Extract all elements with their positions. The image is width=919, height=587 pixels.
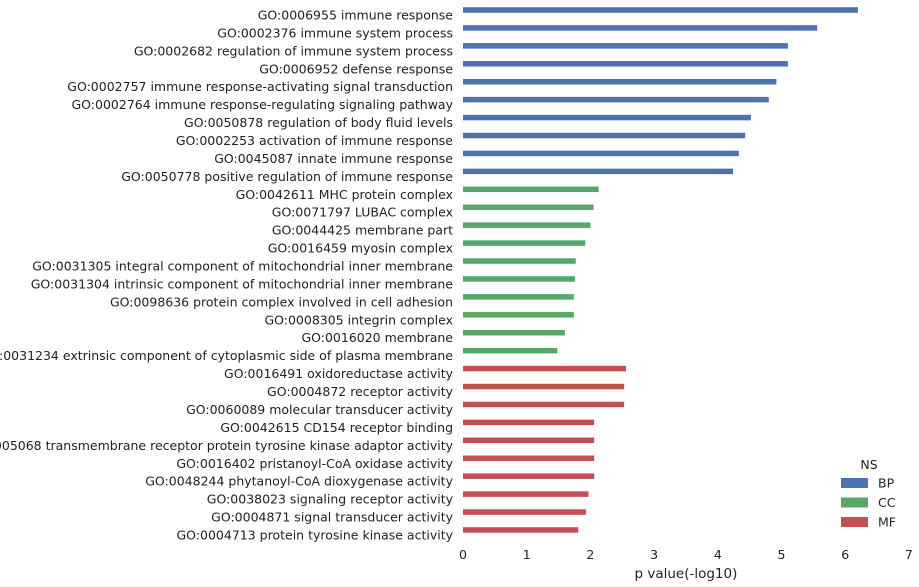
category-labels: GO:0006955 immune response GO:0002376 imm… xyxy=(0,8,454,543)
legend-swatch-mf xyxy=(841,517,868,527)
bar-go-0050878 xyxy=(463,114,751,121)
category-label: GO:0016402 pristanoyl-CoA oxidase activi… xyxy=(176,456,453,471)
bar-go-0098636 xyxy=(463,294,574,300)
x-tick-label: 1 xyxy=(523,547,531,562)
legend-label-bp: BP xyxy=(878,476,895,491)
bar-go-0006952 xyxy=(463,61,788,67)
category-label: GO:0044425 membrane part xyxy=(272,223,453,238)
bar-go-0045087 xyxy=(463,150,739,157)
legend-title: NS xyxy=(860,457,877,472)
bar-go-0004871 xyxy=(463,509,586,515)
bar-go-0006955 xyxy=(463,7,858,13)
bar-go-0038023 xyxy=(463,491,589,497)
category-label: GO:0005068 transmembrane receptor protei… xyxy=(0,438,454,453)
category-label: GO:0016491 oxidoreductase activity xyxy=(224,366,454,381)
category-label: GO:0038023 signaling receptor activity xyxy=(207,492,454,507)
bar-go-0048244 xyxy=(463,473,595,479)
category-label: GO:0048244 phytanoyl-CoA dioxygenase act… xyxy=(145,474,453,489)
bar-go-0031234 xyxy=(463,347,558,354)
category-label: GO:0002764 immune response-regulating si… xyxy=(71,97,453,112)
x-tick-label: 5 xyxy=(778,547,786,562)
x-tick-label: 4 xyxy=(714,547,722,562)
bar-go-0002757 xyxy=(463,78,777,85)
category-label: GO:0002376 immune system process xyxy=(217,25,453,40)
category-label: GO:0002757 immune response-activating si… xyxy=(67,79,453,94)
category-label: GO:0004713 protein tyrosine kinase activ… xyxy=(177,527,454,542)
category-label: GO:0031234 extrinsic component of cytopl… xyxy=(0,348,453,363)
legend: NS BP CC MF xyxy=(841,457,896,530)
x-axis-title: p value(-log10) xyxy=(634,566,737,582)
bar-go-0042611 xyxy=(463,186,599,193)
x-tick-label: 2 xyxy=(586,547,594,562)
legend-label-cc: CC xyxy=(878,495,896,510)
bar-go-0016402 xyxy=(463,455,595,461)
bar-go-0004713 xyxy=(463,527,579,533)
category-label: GO:0004872 receptor activity xyxy=(267,384,454,399)
legend-label-mf: MF xyxy=(878,515,896,530)
bar-go-0071797 xyxy=(463,204,594,210)
category-label: GO:0042615 CD154 receptor binding xyxy=(220,420,453,435)
bar-go-0002376 xyxy=(463,25,818,31)
bar-go-0031305 xyxy=(463,258,576,264)
category-label: GO:0071797 LUBAC complex xyxy=(272,205,453,220)
x-tick-label: 6 xyxy=(841,547,849,562)
legend-swatch-cc xyxy=(841,497,868,508)
bar-go-0050778 xyxy=(463,168,734,175)
category-label: GO:0006955 immune response xyxy=(258,8,454,23)
bar-go-0002682 xyxy=(463,43,788,49)
category-label: GO:0016459 myosin complex xyxy=(268,241,453,256)
bar-go-0042615 xyxy=(463,419,595,426)
category-label: GO:0016020 membrane xyxy=(301,330,453,345)
bar-go-0016020 xyxy=(463,329,565,336)
bar-go-0031304 xyxy=(463,276,576,282)
category-label: GO:0031305 integral component of mitocho… xyxy=(32,259,453,274)
bar-go-0008305 xyxy=(463,312,574,318)
category-label: GO:0060089 molecular transducer activity xyxy=(186,402,454,417)
legend-swatch-bp xyxy=(841,478,868,488)
bar-go-0060089 xyxy=(463,401,625,408)
bar-go-0002764 xyxy=(463,96,769,103)
bar-go-0016491 xyxy=(463,365,627,372)
category-label: GO:0008305 integrin complex xyxy=(264,312,453,327)
bar-go-0005068 xyxy=(463,437,595,444)
bars-group xyxy=(463,7,858,533)
x-tick-label: 0 xyxy=(459,547,467,562)
category-label: GO:0050778 positive regulation of immune… xyxy=(121,169,453,184)
x-tick-label: 3 xyxy=(650,547,658,562)
category-label: GO:0098636 protein complex involved in c… xyxy=(110,294,453,309)
bar-go-0002253 xyxy=(463,132,746,139)
bar-go-0016459 xyxy=(463,240,586,246)
x-axis-ticks: 0 1 2 3 4 5 6 7 xyxy=(459,547,913,562)
category-label: GO:0006952 defense response xyxy=(259,61,453,76)
bar-go-0004872 xyxy=(463,383,625,390)
x-tick-label: 7 xyxy=(905,547,913,562)
category-label: GO:0045087 innate immune response xyxy=(214,151,453,166)
category-label: GO:0031304 intrinsic component of mitoch… xyxy=(31,276,454,291)
category-label: GO:0004871 signal transducer activity xyxy=(211,510,453,525)
category-label: GO:0002253 activation of immune response xyxy=(176,133,453,148)
category-label: GO:0002682 regulation of immune system p… xyxy=(134,43,453,58)
bar-go-0044425 xyxy=(463,222,591,228)
category-label: GO:0042611 MHC protein complex xyxy=(236,187,453,202)
category-label: GO:0050878 regulation of body fluid leve… xyxy=(184,115,453,130)
